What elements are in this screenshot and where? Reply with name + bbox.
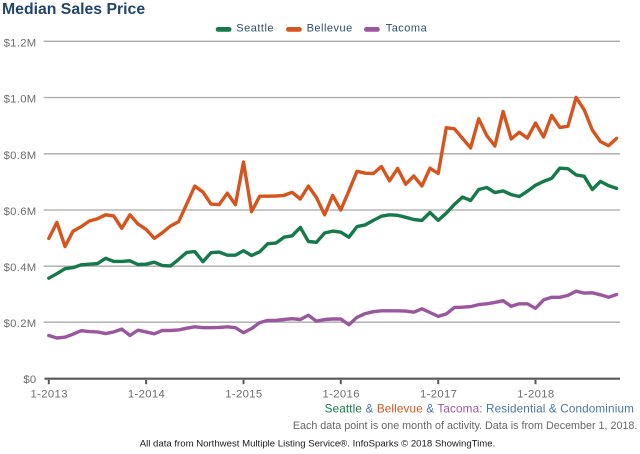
svg-text:$1.0M: $1.0M <box>4 94 37 106</box>
svg-text:Tacoma: Tacoma <box>386 23 428 35</box>
svg-text:Bellevue: Bellevue <box>307 23 353 35</box>
svg-text:Seattle & Bellevue & Tacoma: R: Seattle & Bellevue & Tacoma: Residential… <box>325 403 634 416</box>
svg-text:$0.8M: $0.8M <box>4 150 37 162</box>
svg-text:1-2016: 1-2016 <box>323 389 360 401</box>
svg-text:1-2017: 1-2017 <box>420 389 457 401</box>
svg-text:$0.4M: $0.4M <box>4 262 37 274</box>
svg-text:$0.2M: $0.2M <box>4 318 37 330</box>
svg-text:Each data point is one month o: Each data point is one month of activity… <box>293 420 638 432</box>
svg-text:1-2014: 1-2014 <box>128 389 165 401</box>
svg-text:$1.2M: $1.2M <box>4 37 37 49</box>
svg-text:1-2015: 1-2015 <box>225 389 262 401</box>
svg-text:$0: $0 <box>23 374 36 386</box>
svg-text:Seattle: Seattle <box>236 23 274 35</box>
svg-text:1-2013: 1-2013 <box>31 389 68 401</box>
svg-text:All data from Northwest Multip: All data from Northwest Multiple Listing… <box>140 438 496 449</box>
svg-text:1-2018: 1-2018 <box>517 389 554 401</box>
svg-text:$0.6M: $0.6M <box>4 206 37 218</box>
svg-text:Median Sales Price: Median Sales Price <box>2 1 145 18</box>
